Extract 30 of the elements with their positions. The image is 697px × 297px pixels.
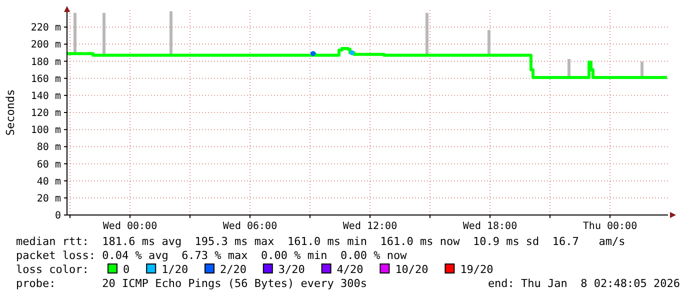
legend-label: 1/20: [162, 263, 188, 276]
x-tick-label: Wed 18:00: [462, 221, 518, 232]
legend-label: 0: [123, 263, 130, 276]
x-tick-label: Wed 06:00: [222, 221, 278, 232]
legend-title: loss color:: [16, 263, 89, 276]
legend-label: 2/20: [220, 263, 246, 276]
x-tick-label: Wed 12:00: [342, 221, 398, 232]
legend-label: 19/20: [460, 263, 494, 276]
y-tick-label: 40 m: [36, 176, 61, 188]
legend-label: 10/20: [395, 263, 428, 276]
y-tick-label: 0: [54, 210, 61, 222]
text: probe: 20 ICMP Echo Pings (56 Bytes) every 300s: [16, 277, 367, 290]
y-tick-label: 140 m: [30, 90, 61, 102]
y-tick-label: 120 m: [30, 108, 61, 119]
legend-label: 4/20: [336, 263, 364, 276]
x-tick-label: Thu 00:00: [582, 221, 638, 232]
x-tick-label: Wed 00:00: [102, 221, 158, 232]
text: median rtt: 181.6 ms avg 195.3 ms max 161.0 ms min 161.0 ms now 10.9 ms sd 16.7 am/s: [16, 235, 626, 248]
y-tick-label: 180 m: [30, 56, 61, 68]
y-tick-label: 160 m: [30, 74, 61, 85]
y-tick-label: 20 m: [36, 193, 61, 204]
y-tick-label: 100 m: [30, 125, 61, 136]
y-axis-title: Seconds: [4, 89, 17, 136]
y-tick-label: 200 m: [30, 40, 61, 51]
y-tick-label: 80 m: [36, 142, 61, 154]
legend-label: 3/20: [278, 263, 305, 276]
text: packet loss: 0.04 % avg 6.73 % max 0.00 % min 0.00 % now: [16, 249, 408, 262]
text: end: Thu Jan 8 02:48:05 2026: [488, 277, 680, 290]
y-tick-label: 60 m: [36, 159, 61, 170]
y-tick-label: 220 m: [30, 22, 61, 34]
